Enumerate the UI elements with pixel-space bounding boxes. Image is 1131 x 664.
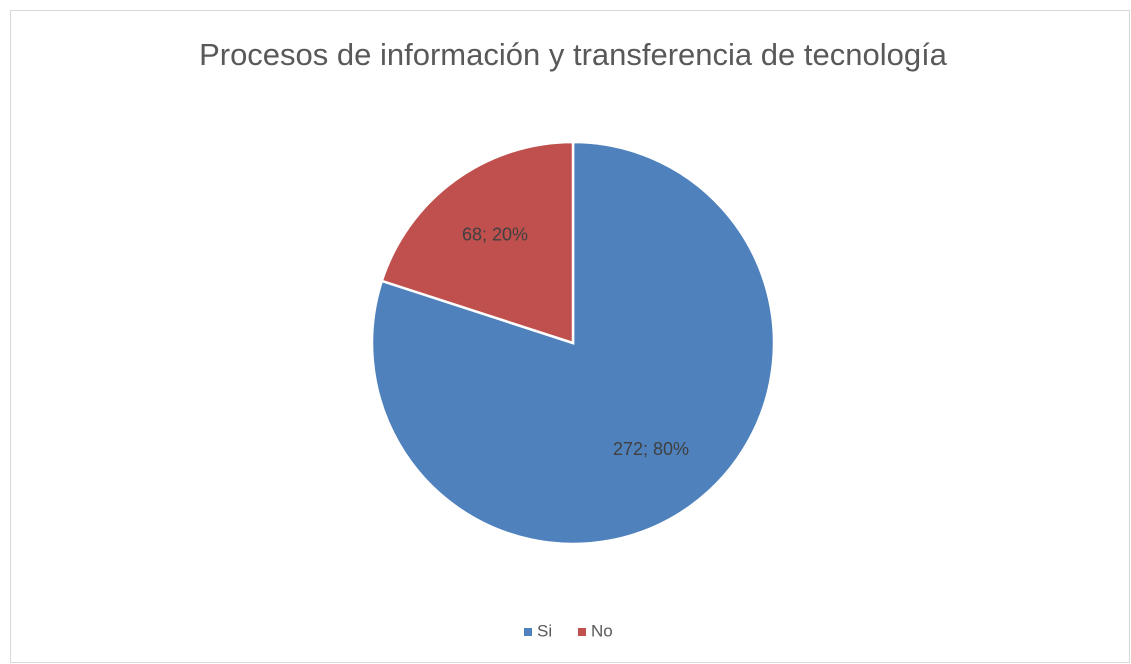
legend-label: No bbox=[591, 621, 613, 640]
chart-title: Procesos de información y transferencia … bbox=[199, 37, 948, 72]
data-label: 68; 20% bbox=[462, 224, 528, 244]
data-label: 272; 80% bbox=[613, 439, 689, 459]
legend-swatch bbox=[578, 628, 586, 636]
legend-swatch bbox=[524, 628, 532, 636]
pie-slice bbox=[380, 140, 575, 345]
legend-label: Si bbox=[537, 621, 552, 640]
